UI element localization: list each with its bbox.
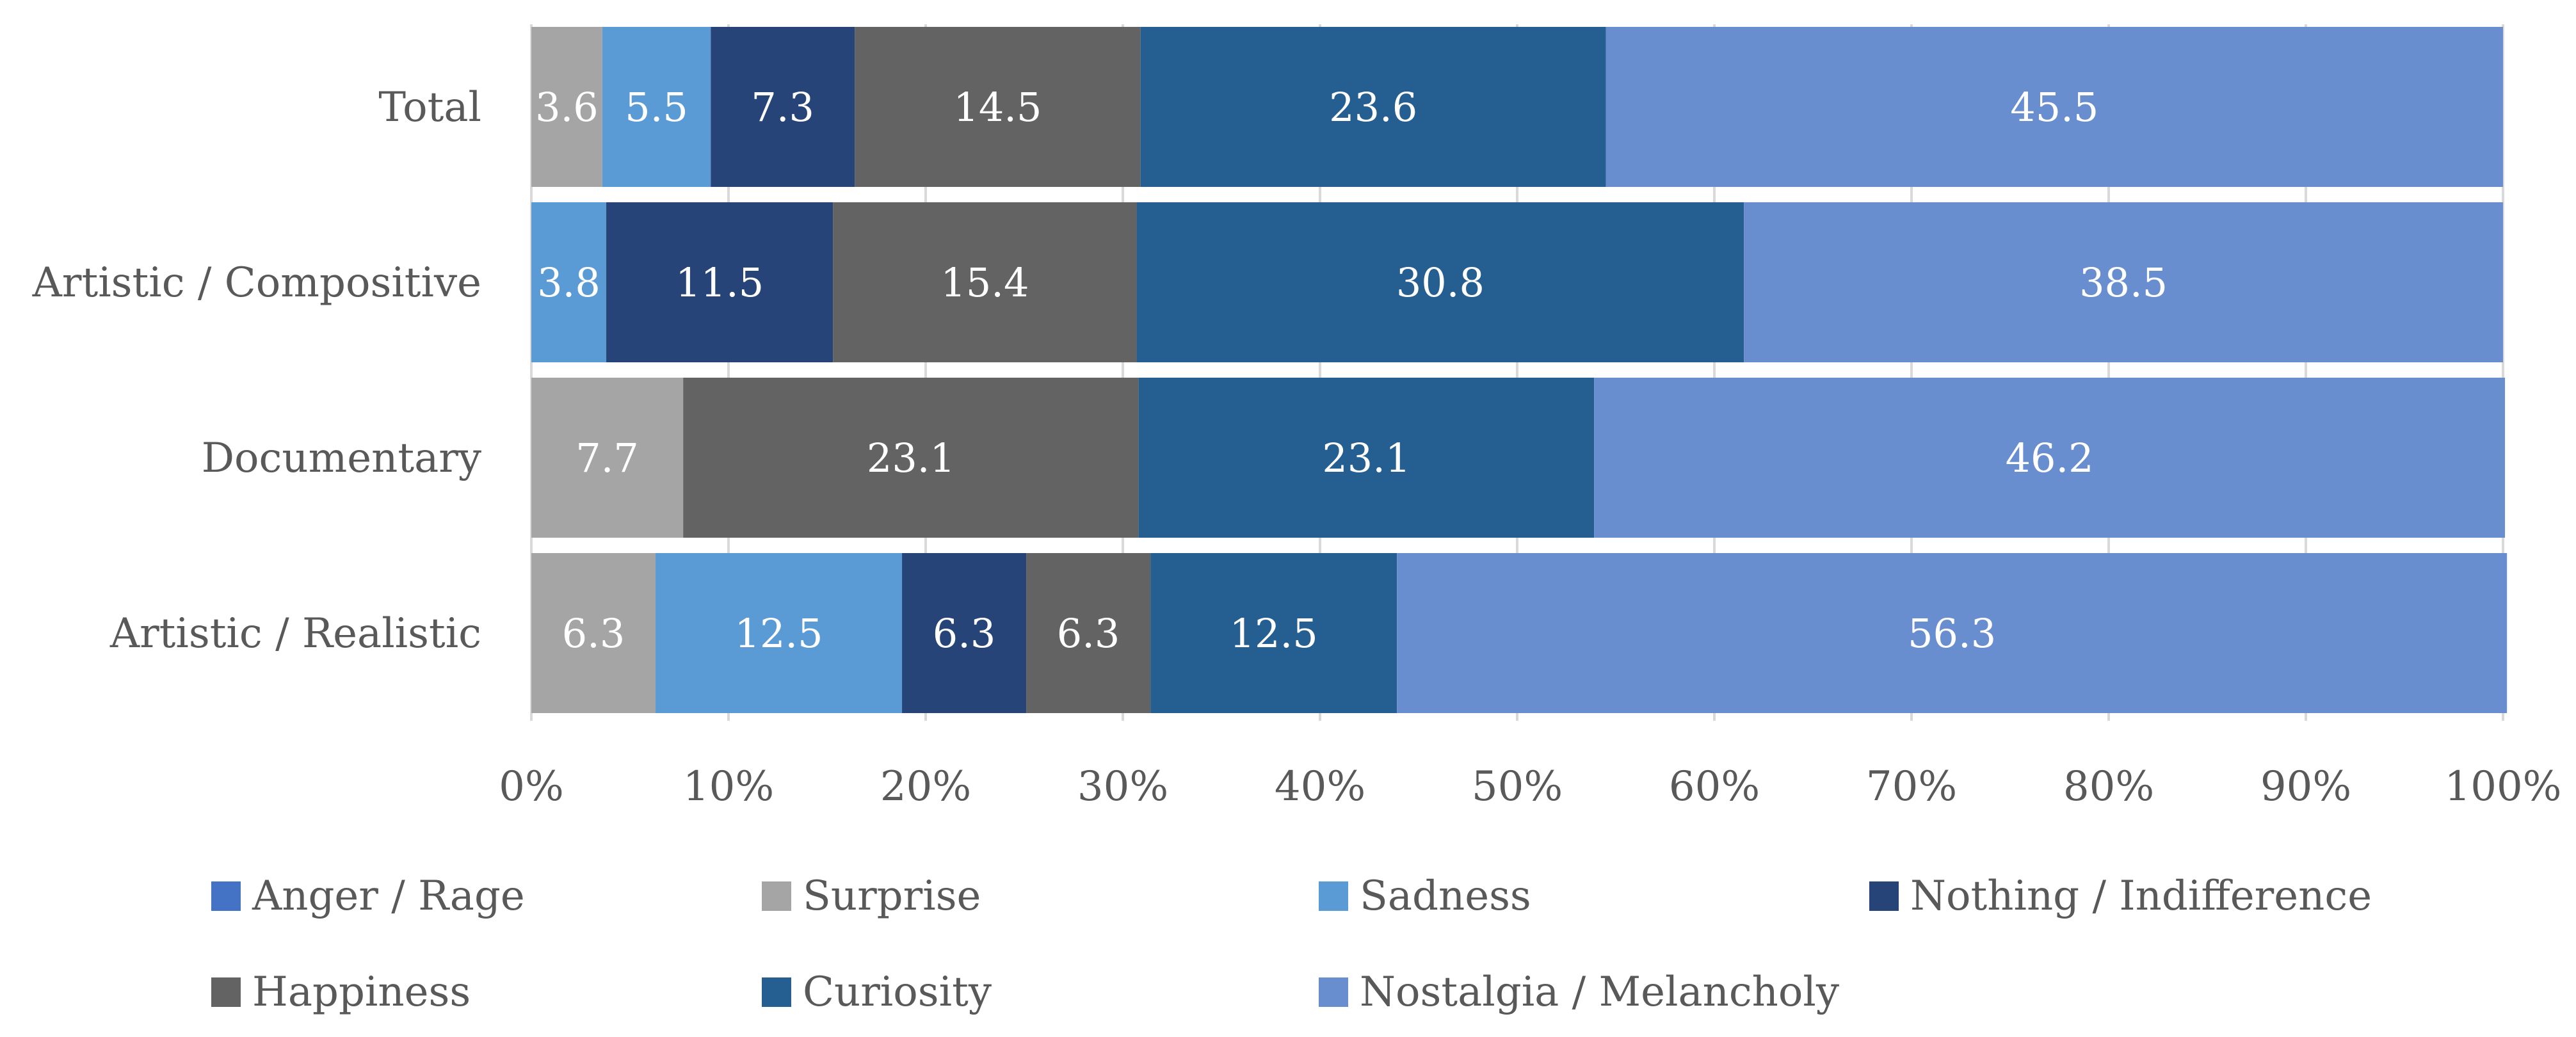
bar-segment [1744,202,2503,362]
x-tick-label: 100% [2445,763,2562,810]
legend: Anger / Rage Surprise Sadness Nothing / Ind… [0,858,2576,1037]
bar-segment [855,27,1141,187]
data-label: 12.5 [1230,610,1318,657]
legend-item: Nothing / Indifference [1869,858,2372,935]
bar-segment [1606,27,2503,187]
data-label: 11.5 [675,259,764,306]
category-label: Artistic / Realistic [109,610,481,657]
legend-swatch [211,977,241,1007]
bar-segment [656,553,903,713]
x-tick-label: 0% [499,763,564,810]
bar-segment [711,27,855,187]
data-label: 45.5 [2010,84,2098,131]
data-labels: 3.6 5.5 7.3 14.5 23.6 45.5 3.8 11.5 15.4 30.8 38.5… [535,84,2168,657]
data-label: 6.3 [933,610,996,657]
x-tick-label: 50% [1472,763,1563,810]
bar-segment [531,553,656,713]
bar-segment [1150,553,1397,713]
legend-item: Happiness [211,954,471,1031]
x-tick-label: 90% [2260,763,2351,810]
data-label: 6.3 [1057,610,1120,657]
legend-item: Curiosity [762,954,992,1031]
legend-swatch [762,881,791,911]
x-tick-label: 80% [2063,763,2154,810]
x-tick-label: 20% [880,763,971,810]
bar-segment [1140,27,1606,187]
legend-item: Nostalgia / Melancholy [1319,954,1839,1031]
data-label: 23.1 [1322,435,1410,481]
data-label: 5.5 [625,84,688,131]
data-label: 7.7 [576,435,639,481]
data-label: 46.2 [2006,435,2094,481]
legend-label: Nothing / Indifference [1910,872,2372,920]
legend-label: Curiosity [803,969,992,1016]
bar-segment [1138,378,1595,538]
legend-label: Happiness [252,969,471,1016]
bar-segment [1594,378,2506,538]
data-label: 3.8 [537,259,600,306]
x-axis-ticks: 0% 10% 20% 30% 40% 50% 60% 70% 80% 90% 100% [499,763,2561,810]
data-label: 23.1 [867,435,955,481]
bar-segment [531,27,602,187]
data-label: 15.4 [940,259,1029,306]
x-tick-label: 30% [1077,763,1168,810]
bars [531,27,2508,713]
x-tick-label: 70% [1866,763,1957,810]
category-labels: Total Artistic / Compositive Documentary Ar… [32,84,481,657]
bar-segment [1136,202,1744,362]
legend-swatch [211,881,241,911]
bar-segment [833,202,1137,362]
data-label: 6.3 [562,610,625,657]
bar-segment [902,553,1027,713]
x-tick-label: 40% [1275,763,1365,810]
data-label: 12.5 [735,610,823,657]
legend-label: Nostalgia / Melancholy [1360,969,1840,1016]
legend-item: Anger / Rage [211,858,525,935]
category-label: Documentary [202,435,481,482]
x-tick-label: 10% [683,763,774,810]
legend-label: Sadness [1360,872,1531,920]
category-label: Total [378,84,481,131]
bar-segment [531,202,607,362]
legend-item: Sadness [1319,858,1531,935]
legend-label: Anger / Rage [252,872,525,920]
data-label: 56.3 [1908,610,1996,657]
legend-label: Surprise [803,872,981,920]
legend-swatch [1869,881,1899,911]
bar-segment [683,378,1139,538]
stacked-bar-chart: 3.6 5.5 7.3 14.5 23.6 45.5 3.8 11.5 15.4 30.8 38.5… [32,24,2561,810]
bar-segment [606,202,833,362]
data-label: 14.5 [953,84,1042,131]
data-label: 7.3 [751,84,814,131]
legend-swatch [762,977,791,1007]
legend-swatch [1319,881,1348,911]
bar-segment [1397,553,2508,713]
x-tick-label: 60% [1669,763,1760,810]
bar-segment [602,27,711,187]
data-label: 3.6 [535,84,599,131]
legend-swatch [1319,977,1348,1007]
data-label: 38.5 [2079,259,2168,306]
data-label: 30.8 [1396,259,1485,306]
legend-item: Surprise [762,858,981,935]
category-label: Artistic / Compositive [32,259,481,307]
bar-segment [531,378,684,538]
data-label: 23.6 [1329,84,1417,131]
bar-segment [1026,553,1151,713]
